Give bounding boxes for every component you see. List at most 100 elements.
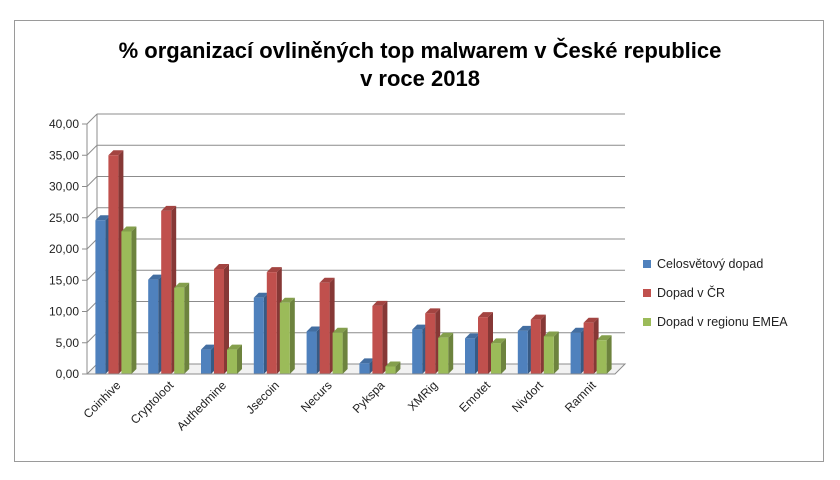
bar-top: [491, 338, 506, 344]
bar-cryptoloot-series-3: [174, 287, 185, 374]
bar-top: [319, 277, 335, 283]
bar-cryptoloot-series-1: [148, 279, 159, 374]
bar-top: [359, 358, 375, 364]
bar-jsecoin-series-1: [253, 297, 264, 374]
bar-ramnit-series-2: [583, 322, 594, 374]
y-tick-label: 5,00: [56, 336, 80, 350]
bar-top: [279, 297, 295, 303]
y-tick-label: 15,00: [49, 273, 79, 287]
bar-top: [530, 314, 546, 320]
bar-necurs-series-2: [319, 282, 330, 374]
bar-side: [382, 300, 388, 374]
bar-top: [174, 282, 190, 288]
bar-authedmine-series-3: [227, 349, 237, 374]
bar-side: [606, 335, 612, 374]
gridline-diagonal: [86, 301, 98, 312]
bar-top: [465, 333, 480, 339]
bar-top: [583, 317, 599, 323]
x-tick-label: Ramnit: [562, 378, 599, 415]
bar-side: [395, 361, 401, 374]
y-tick-label: 10,00: [49, 305, 79, 319]
bar-side: [342, 327, 348, 374]
y-tick-label: 25,00: [49, 211, 79, 225]
bar-top: [306, 326, 322, 332]
x-tick-label: Emotet: [456, 378, 493, 415]
y-tick-label: 40,00: [49, 117, 79, 131]
gridline-diagonal: [86, 176, 98, 187]
bar-cryptoloot-series-2: [161, 210, 172, 374]
bar-authedmine-series-1: [201, 349, 211, 374]
bar-pykspa-series-2: [372, 305, 383, 374]
x-tick-label: Pykspa: [350, 378, 388, 416]
bar-nivdort-series-3: [543, 336, 554, 374]
bar-top: [148, 274, 164, 280]
bar-top: [570, 327, 586, 333]
bar-top: [121, 226, 137, 232]
gridline-diagonal: [86, 238, 98, 250]
chart-title: % organizací ovlině­ných top malwarem v …: [15, 37, 825, 93]
bar-top: [266, 267, 282, 273]
bar-side: [224, 264, 229, 374]
bar-xmrig-series-1: [412, 329, 423, 374]
y-tick-label: 35,00: [49, 148, 79, 162]
bar-nivdort-series-2: [530, 319, 541, 374]
bar-side: [131, 226, 137, 374]
gridline-diagonal: [86, 207, 98, 219]
bar-ramnit-series-1: [570, 332, 581, 374]
bar-top: [412, 324, 428, 330]
bar-coinhive-series-2: [108, 155, 119, 374]
bar-top: [108, 150, 124, 156]
bar-top: [227, 344, 242, 350]
bar-top: [161, 205, 177, 211]
bar-nivdort-series-1: [517, 330, 528, 374]
x-tick-label: Necurs: [298, 378, 335, 415]
gridline-diagonal: [86, 332, 98, 344]
bar-coinhive-series-3: [121, 231, 132, 374]
x-tick-label: Jsecoin: [243, 378, 282, 417]
bar-pykspa-series-3: [385, 366, 396, 374]
bar-top: [425, 308, 441, 314]
bar-side: [501, 338, 506, 374]
bar-xmrig-series-2: [425, 313, 436, 374]
x-tick-label: Cryptoloot: [128, 378, 177, 427]
bar-top: [517, 325, 533, 331]
x-tick-label: XMRig: [405, 378, 440, 413]
legend-item-2: Dopad v ČR: [643, 278, 788, 307]
legend-swatch-3: [643, 317, 651, 326]
bar-coinhive-series-1: [95, 220, 106, 374]
bar-side: [289, 297, 295, 374]
y-tick-label: 20,00: [49, 242, 79, 256]
legend-swatch-1: [643, 259, 651, 268]
bar-authedmine-series-2: [214, 269, 224, 374]
x-tick-label: Coinhive: [81, 378, 124, 421]
legend-label-1: Celosvětový dopad: [657, 256, 764, 271]
bar-emotet-series-1: [465, 338, 475, 374]
bar-jsecoin-series-2: [266, 272, 277, 374]
bar-necurs-series-1: [306, 331, 317, 374]
bar-top: [478, 312, 493, 318]
gridline-diagonal: [86, 113, 98, 125]
legend-label-2: Dopad v ČR: [657, 285, 726, 300]
chart-title-line-2: v roce 2018: [360, 66, 480, 91]
legend-swatch-2: [643, 288, 651, 297]
legend-item-1: Celosvětový dopad: [643, 249, 788, 278]
bar-top: [543, 331, 559, 337]
x-tick-label: Nivdort: [509, 378, 546, 415]
bar-side: [237, 344, 242, 374]
chart-title-line-1: % organizací ovlině­ných top malwarem v …: [118, 38, 722, 63]
bar-pykspa-series-1: [359, 363, 370, 374]
chart-frame: % organizací ovlině­ných top malwarem v …: [14, 20, 824, 462]
bar-necurs-series-3: [332, 332, 343, 374]
gridline-diagonal: [86, 144, 98, 156]
y-tick-label: 0,00: [56, 367, 80, 381]
gridline-diagonal: [86, 269, 98, 281]
bar-top: [214, 264, 229, 269]
bar-xmrig-series-3: [438, 337, 449, 374]
bar-top: [201, 344, 216, 350]
bar-jsecoin-series-3: [279, 302, 290, 374]
y-tick-label: 30,00: [49, 180, 79, 194]
bar-emotet-series-3: [491, 343, 501, 374]
x-tick-label: Authedmine: [174, 378, 229, 433]
bar-emotet-series-2: [478, 317, 488, 374]
legend-label-3: Dopad v regionu EMEA: [657, 314, 788, 329]
